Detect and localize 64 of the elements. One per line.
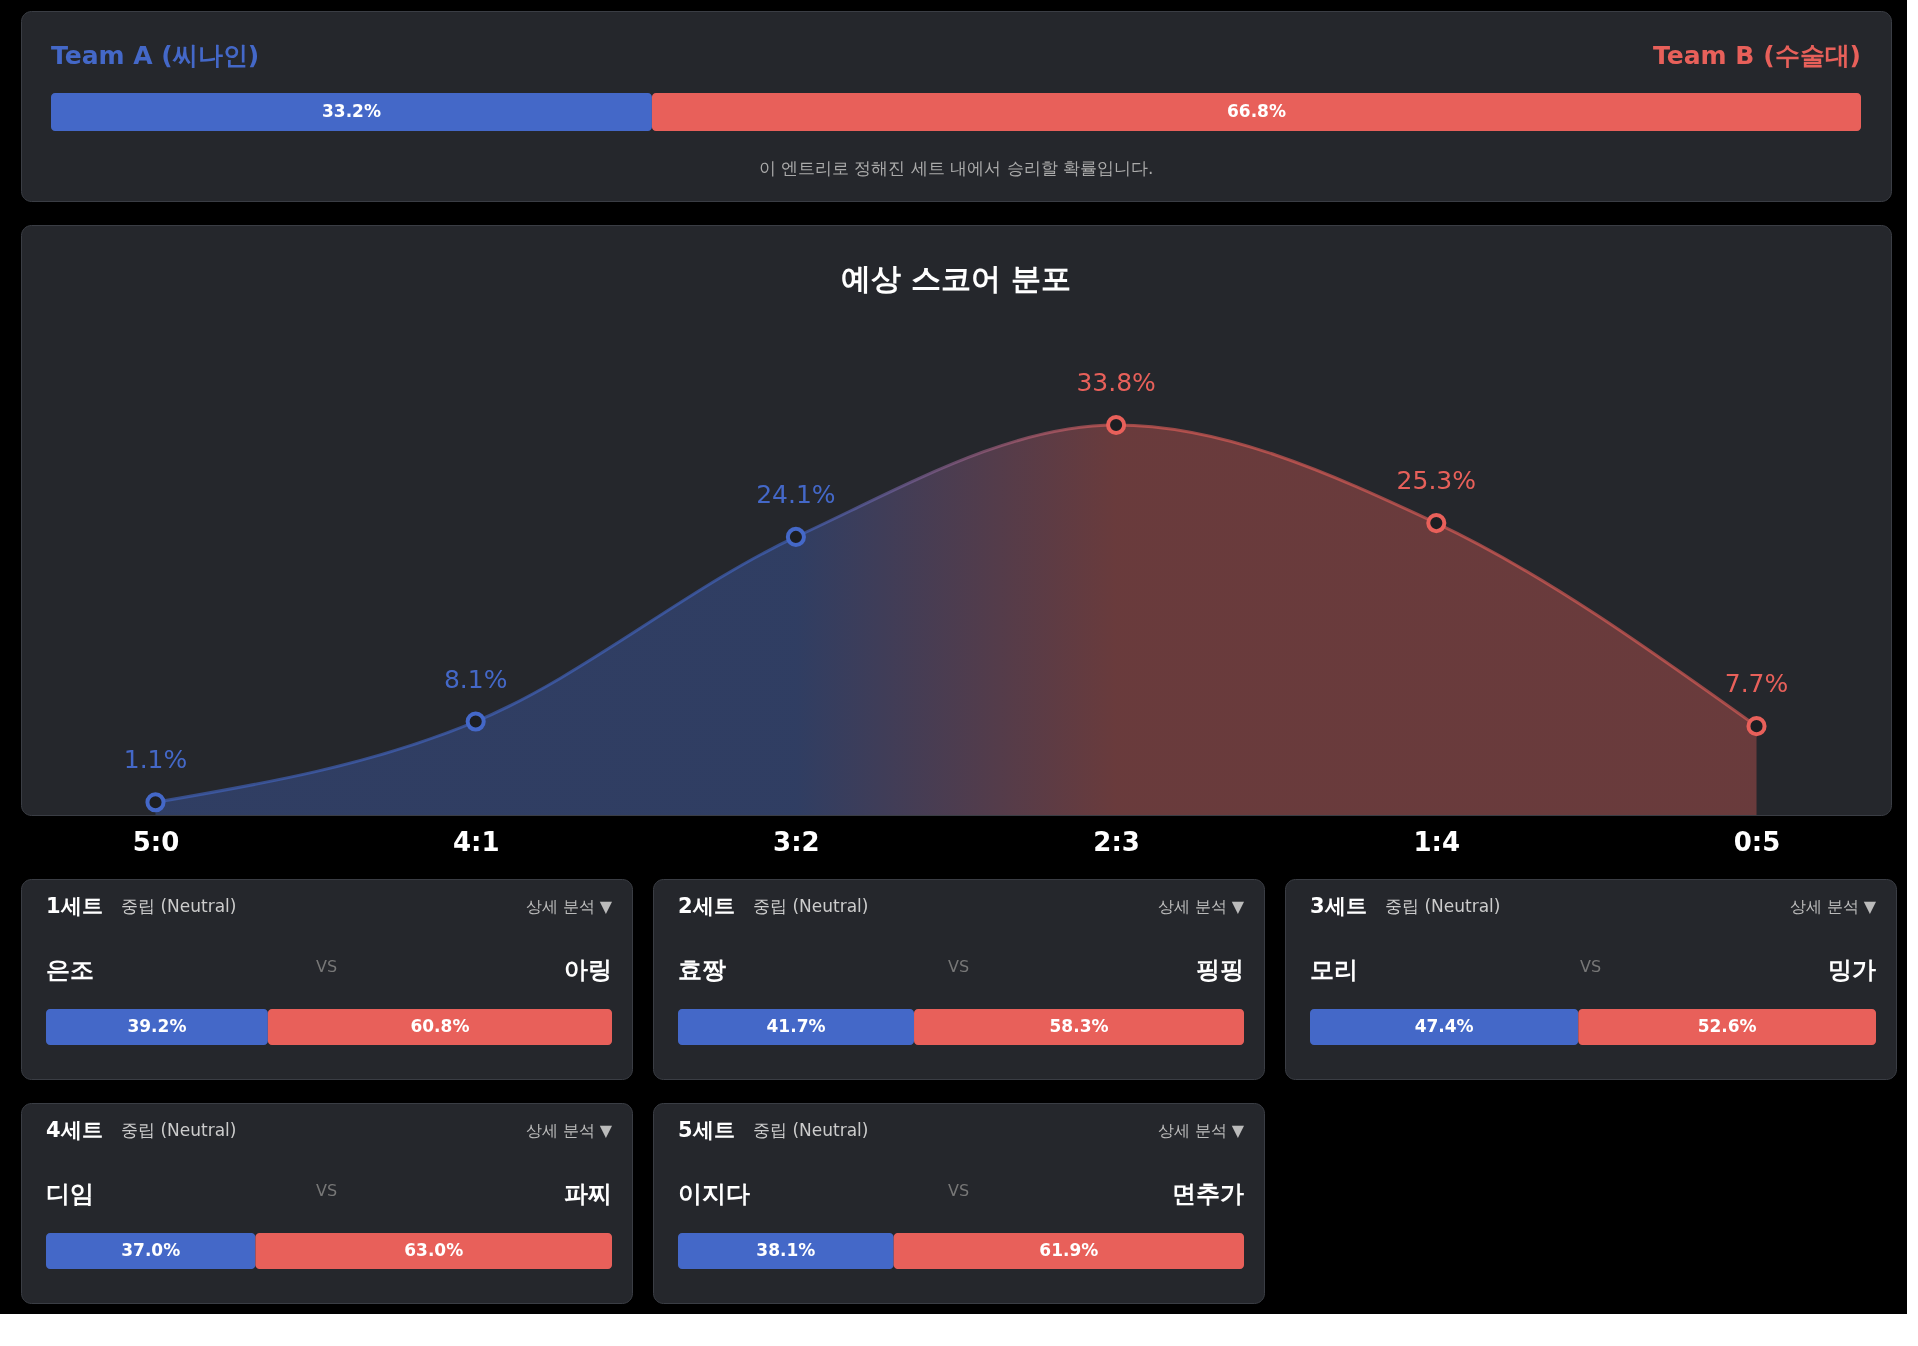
series-label: 아링 [564, 956, 612, 984]
text: VS [1579, 957, 1602, 976]
series-label: 핑핑 [1196, 956, 1244, 984]
text: VS [315, 957, 338, 976]
x-tick-label: 3:2 [773, 826, 820, 857]
text: 상세 분석 ▼ [1157, 1121, 1245, 1140]
text: 상세 분석 ▼ [525, 1121, 613, 1140]
x-tick-label: 5:0 [132, 826, 180, 857]
text: 중립 (Neutral) [753, 1120, 869, 1140]
point [1746, 716, 1767, 737]
text: VS [947, 1181, 970, 1200]
data-label: 39.2% [127, 1016, 187, 1036]
point [465, 711, 486, 732]
text: 상세 분석 ▼ [1789, 897, 1877, 916]
data-label: 8.1% [443, 664, 508, 694]
x-tick-label: 0:5 [1733, 826, 1781, 857]
text: 상세 분석 ▼ [525, 897, 613, 916]
series-label: 면추가 [1172, 1180, 1244, 1208]
chart-title: 3세트 [1310, 894, 1367, 918]
data-label: 7.7% [1724, 669, 1789, 699]
data-label: 60.8% [410, 1016, 470, 1036]
text: 이 엔트리로 정해진 세트 내에서 승리할 확률입니다. [758, 158, 1154, 178]
chart-title: 5세트 [678, 1118, 735, 1142]
data-label: 33.2% [321, 101, 381, 121]
x-tick-label: 1:4 [1413, 826, 1461, 857]
data-label: 63.0% [404, 1240, 464, 1260]
x-tick-label: 4:1 [452, 826, 500, 857]
data-label: 38.1% [756, 1240, 816, 1260]
point [145, 792, 166, 813]
text: 중립 (Neutral) [753, 896, 869, 916]
chart-title: 4세트 [46, 1118, 103, 1142]
text: 중립 (Neutral) [121, 1120, 237, 1140]
data-label: 37.0% [121, 1240, 181, 1260]
point [1106, 414, 1127, 436]
data-label: 47.4% [1414, 1016, 1474, 1036]
series-label: Team B (수술대) [1653, 41, 1861, 70]
text: 중립 (Neutral) [1385, 896, 1501, 916]
series-label: 디임 [46, 1180, 94, 1208]
data-label: 25.3% [1396, 466, 1477, 496]
data-label: 41.7% [766, 1016, 826, 1036]
data-label: 52.6% [1697, 1016, 1757, 1036]
point [1426, 513, 1447, 534]
data-label: 66.8% [1226, 101, 1286, 121]
series-label: 파찌 [564, 1180, 612, 1208]
chart-title: 1세트 [46, 894, 103, 918]
chart-title: 2세트 [678, 894, 735, 918]
series-label: 효짱 [678, 956, 726, 984]
text: VS [315, 1181, 338, 1200]
series-label: 모리 [1310, 956, 1358, 984]
series-label: 이지다 [678, 1180, 750, 1208]
text: 중립 (Neutral) [121, 896, 237, 916]
data-label: 1.1% [123, 745, 188, 775]
x-tick-label: 2:3 [1093, 826, 1140, 857]
point [785, 526, 806, 547]
data-label: 33.8% [1076, 368, 1156, 397]
series-label: 밍가 [1828, 956, 1876, 984]
series-label: 은조 [46, 956, 94, 984]
series-label: Team A (씨나인) [51, 41, 260, 70]
data-label: 61.9% [1039, 1240, 1099, 1260]
text: 상세 분석 ▼ [1157, 897, 1245, 916]
data-label: 58.3% [1049, 1016, 1109, 1036]
chart-title: 예상 스코어 분포 [840, 261, 1072, 296]
text: VS [947, 957, 970, 976]
data-label: 24.1% [756, 479, 836, 509]
